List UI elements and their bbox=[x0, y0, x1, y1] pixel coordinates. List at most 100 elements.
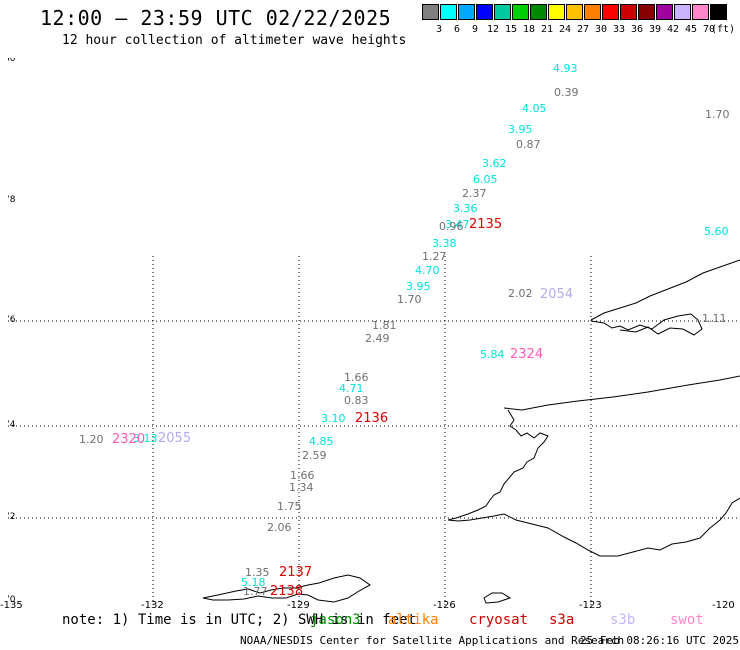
wave-height-label: 1.11 bbox=[702, 312, 727, 325]
pass-time-label: 2137 bbox=[279, 565, 312, 580]
pass-time-label: 2324 bbox=[510, 347, 543, 362]
wave-height-label: 5.84 bbox=[480, 348, 505, 361]
legend-tick-label: 24 bbox=[558, 24, 572, 35]
legend-swatch bbox=[458, 4, 475, 20]
legend-tick-label: 33 bbox=[612, 24, 626, 35]
satellite-legend-cryosat: cryosat bbox=[469, 612, 529, 628]
wave-height-label: 3.13 bbox=[133, 432, 158, 445]
legend-swatch bbox=[620, 4, 637, 20]
pass-time-label: 2054 bbox=[540, 287, 573, 302]
legend-swatch bbox=[440, 4, 457, 20]
legend-swatch bbox=[476, 4, 493, 20]
footer-note: note: 1) Time is in UTC; 2) SWH is in fe… bbox=[62, 612, 417, 628]
wave-height-label: 2.37 bbox=[462, 187, 487, 200]
legend-tick-label: 12 bbox=[486, 24, 500, 35]
wave-height-label: 4.70 bbox=[415, 264, 440, 277]
legend-tick-label: 18 bbox=[522, 24, 536, 35]
wave-height-label: 6.05 bbox=[473, 173, 498, 186]
wave-height-label: 3.62 bbox=[482, 157, 507, 170]
wave-height-label: 1.66 bbox=[290, 469, 315, 482]
pass-time-label: 2135 bbox=[469, 217, 502, 232]
coastline-banks-island-north bbox=[590, 259, 740, 321]
footer-timestamp: 25 Feb 08:26:16 UTC 2025 bbox=[580, 634, 739, 647]
wave-height-label: 4.05 bbox=[522, 102, 547, 115]
wave-height-label: 2.02 bbox=[508, 287, 533, 300]
legend-swatch bbox=[566, 4, 583, 20]
legend-swatch bbox=[584, 4, 601, 20]
legend-swatch bbox=[530, 4, 547, 20]
lon-label-123: -123 bbox=[579, 600, 602, 611]
page-subtitle: 12 hour collection of altimeter wave hei… bbox=[62, 33, 407, 48]
wave-height-label: 3.10 bbox=[321, 412, 346, 425]
altimeter-map: 4.930.394.05 1.703.950.873.626.052.373.36… bbox=[8, 58, 740, 606]
wave-height-label: 1.20 bbox=[79, 433, 104, 446]
pass-time-labels: 2135 2054 2324 2136 2320 2055 2137 2138 bbox=[112, 217, 573, 599]
wave-height-label: 1.75 bbox=[277, 500, 302, 513]
wave-height-label: 3.47 bbox=[445, 218, 470, 231]
legend-swatch bbox=[692, 4, 709, 20]
legend-swatch bbox=[638, 4, 655, 20]
lat-label-72: 72 bbox=[8, 512, 15, 522]
wave-height-label: 3.95 bbox=[406, 280, 431, 293]
wave-height-label: 5.18 bbox=[241, 576, 266, 589]
legend-tick-label: 27 bbox=[576, 24, 590, 35]
wave-height-label: 3.36 bbox=[453, 202, 478, 215]
legend-swatch bbox=[674, 4, 691, 20]
legend-tick-label: 6 bbox=[453, 24, 461, 35]
lat-label-78: 78 bbox=[8, 195, 16, 205]
wave-height-label: 1.77 bbox=[243, 585, 268, 598]
page-title: 12:00 – 23:59 UTC 02/22/2025 bbox=[40, 6, 392, 30]
wave-height-label: 1.70 bbox=[397, 293, 422, 306]
satellite-legend-jason3: jason3 bbox=[310, 612, 361, 628]
legend-tick-label: 30 bbox=[594, 24, 608, 35]
wave-height-label: 2.06 bbox=[267, 521, 292, 534]
legend-tick-label: 9 bbox=[471, 24, 479, 35]
grid-lines bbox=[8, 256, 740, 606]
coastline-yukon-shore bbox=[483, 592, 512, 604]
lon-label-120: -120 bbox=[712, 600, 735, 611]
wave-height-label: 4.71 bbox=[339, 382, 364, 395]
pass-time-label: 2138 bbox=[270, 584, 303, 599]
satellite-legend-altika: altika bbox=[388, 612, 439, 628]
legend-swatch bbox=[512, 4, 529, 20]
legend-tick-label: 39 bbox=[648, 24, 662, 35]
wave-height-label: 0.39 bbox=[554, 86, 579, 99]
coastline-herschel-area bbox=[202, 574, 371, 603]
wave-height-label: 3.38 bbox=[432, 237, 457, 250]
wave-height-label: 2.59 bbox=[302, 449, 327, 462]
legend-unit: (ft) bbox=[711, 24, 736, 35]
legend-swatch bbox=[494, 4, 511, 20]
footer-credit: NOAA/NESDIS Center for Satellite Applica… bbox=[240, 634, 625, 647]
wave-height-label: 0.96 bbox=[439, 220, 464, 233]
wave-height-label: 2.49 bbox=[365, 332, 390, 345]
wave-height-label: 4.93 bbox=[553, 62, 578, 75]
coastline-mackenzie-delta bbox=[447, 409, 549, 522]
legend-tick-label: 70 bbox=[702, 24, 716, 35]
wave-height-label: 1.81 bbox=[372, 319, 397, 332]
legend-tick-label: 21 bbox=[540, 24, 554, 35]
wave-height-label: 3.95 bbox=[508, 123, 533, 136]
lat-label-74: 74 bbox=[8, 420, 16, 430]
coastline-arctic-mainland bbox=[503, 497, 740, 557]
lat-label-70: 70 bbox=[8, 595, 16, 605]
coastline-banks-island-south bbox=[590, 313, 703, 336]
legend-tick-label: 45 bbox=[684, 24, 698, 35]
lat-label-80: 80 bbox=[8, 58, 16, 64]
legend-swatch bbox=[602, 4, 619, 20]
wave-height-label: 0.83 bbox=[344, 394, 369, 407]
wave-height-labels: 4.930.394.05 1.703.950.873.626.052.373.36… bbox=[79, 62, 730, 598]
lon-label-132: -132 bbox=[141, 600, 164, 611]
satellite-legend-s3a: s3a bbox=[549, 612, 575, 628]
wave-height-label: 1.66 bbox=[344, 371, 369, 384]
coastline bbox=[202, 259, 740, 604]
legend-tick-label: 3 bbox=[435, 24, 443, 35]
wave-height-label: 1.70 bbox=[705, 108, 730, 121]
wave-height-label: 4.85 bbox=[309, 435, 334, 448]
pass-time-label: 2055 bbox=[158, 431, 191, 446]
legend-tick-label: 42 bbox=[666, 24, 680, 35]
lon-label-135: -135 bbox=[0, 600, 23, 611]
pass-time-label: 2136 bbox=[355, 411, 388, 426]
wave-height-label: 1.34 bbox=[289, 481, 314, 494]
legend-swatch bbox=[710, 4, 727, 20]
lon-label-126: -126 bbox=[433, 600, 456, 611]
